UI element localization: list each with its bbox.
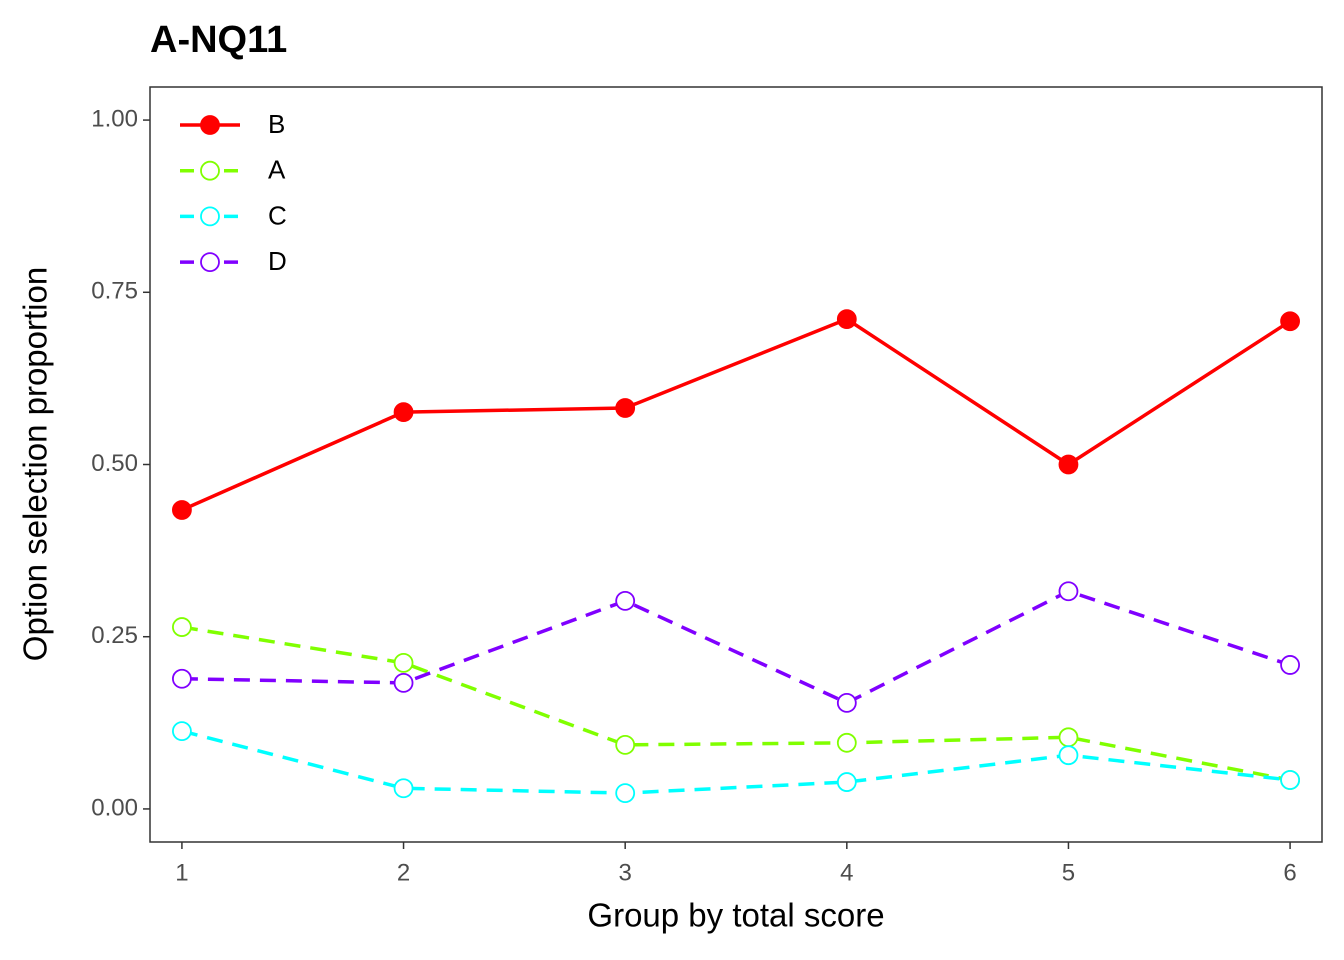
- data-point: [172, 668, 192, 689]
- series-line: [181, 729, 1291, 795]
- series-line: [181, 589, 1291, 705]
- data-point: [1058, 727, 1079, 748]
- data-point: [1280, 770, 1300, 790]
- y-tick-label: 0.00: [91, 794, 138, 821]
- y-axis-title: Option selection proportion: [17, 267, 54, 661]
- data-point: [1058, 745, 1079, 766]
- chart-title: A-NQ11: [150, 19, 287, 61]
- data-point: [1058, 454, 1079, 475]
- data-point: [615, 783, 636, 803]
- x-tick-label: 2: [397, 859, 410, 886]
- data-point: [172, 617, 192, 637]
- y-tick-label: 0.75: [91, 278, 138, 305]
- data-point: [172, 721, 192, 741]
- data-point: [836, 309, 857, 330]
- x-tick-label: 6: [1283, 859, 1296, 886]
- legend-marker: [200, 206, 220, 227]
- y-tick-label: 1.00: [91, 105, 138, 132]
- data-point: [1058, 581, 1079, 602]
- data-point: [836, 772, 857, 792]
- data-point: [393, 778, 414, 799]
- legend-label: A: [268, 155, 286, 185]
- legend-label: C: [268, 200, 287, 230]
- series-line: [181, 317, 1292, 512]
- data-point: [1280, 311, 1300, 332]
- data-point: [393, 652, 414, 673]
- x-tick-label: 4: [840, 859, 853, 886]
- x-tick-label: 5: [1062, 859, 1075, 886]
- data-point: [393, 672, 414, 693]
- data-point: [393, 402, 414, 423]
- legend-marker: [200, 115, 220, 135]
- y-tick-label: 0.25: [91, 622, 138, 649]
- y-tick-label: 0.50: [91, 450, 138, 477]
- legend-marker: [200, 160, 220, 181]
- data-point: [615, 734, 636, 755]
- data-point: [836, 692, 857, 713]
- data-point: [172, 500, 192, 520]
- data-point: [615, 590, 636, 611]
- x-tick-label: 3: [619, 859, 632, 886]
- data-point: [836, 732, 857, 753]
- data-point: [615, 398, 636, 418]
- data-point: [1280, 655, 1300, 675]
- legend-label: D: [268, 246, 287, 276]
- legend-marker: [200, 252, 220, 273]
- x-axis-title: Group by total score: [587, 897, 884, 934]
- legend-label: B: [268, 109, 285, 139]
- x-tick-label: 1: [175, 859, 188, 886]
- series-line: [181, 625, 1291, 782]
